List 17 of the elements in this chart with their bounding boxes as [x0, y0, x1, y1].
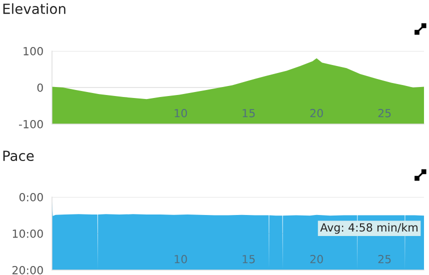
y-tick-label: 0:00	[19, 192, 43, 202]
y-tick-label: 10:00	[12, 229, 43, 238]
x-tick-label: 15	[242, 255, 255, 264]
x-tick-label: 15	[242, 109, 255, 118]
x-tick-label: 25	[378, 254, 391, 264]
chart-title: Pace	[3, 150, 34, 162]
y-tick-label: 20:00	[12, 266, 43, 274]
x-tick-label: 20	[310, 254, 323, 264]
x-tick-label: 20	[310, 108, 323, 118]
chart-title: Elevation	[3, 3, 66, 14]
y-tick-label: -100	[18, 120, 43, 128]
x-tick-label: 25	[378, 108, 391, 118]
x-tick-label: 10	[174, 108, 187, 118]
y-tick-label: 0	[37, 83, 43, 92]
y-tick-label: 100	[24, 46, 43, 56]
x-tick-label: 10	[174, 254, 187, 264]
annotation: Avg: 4:58 min/km	[320, 223, 418, 234]
